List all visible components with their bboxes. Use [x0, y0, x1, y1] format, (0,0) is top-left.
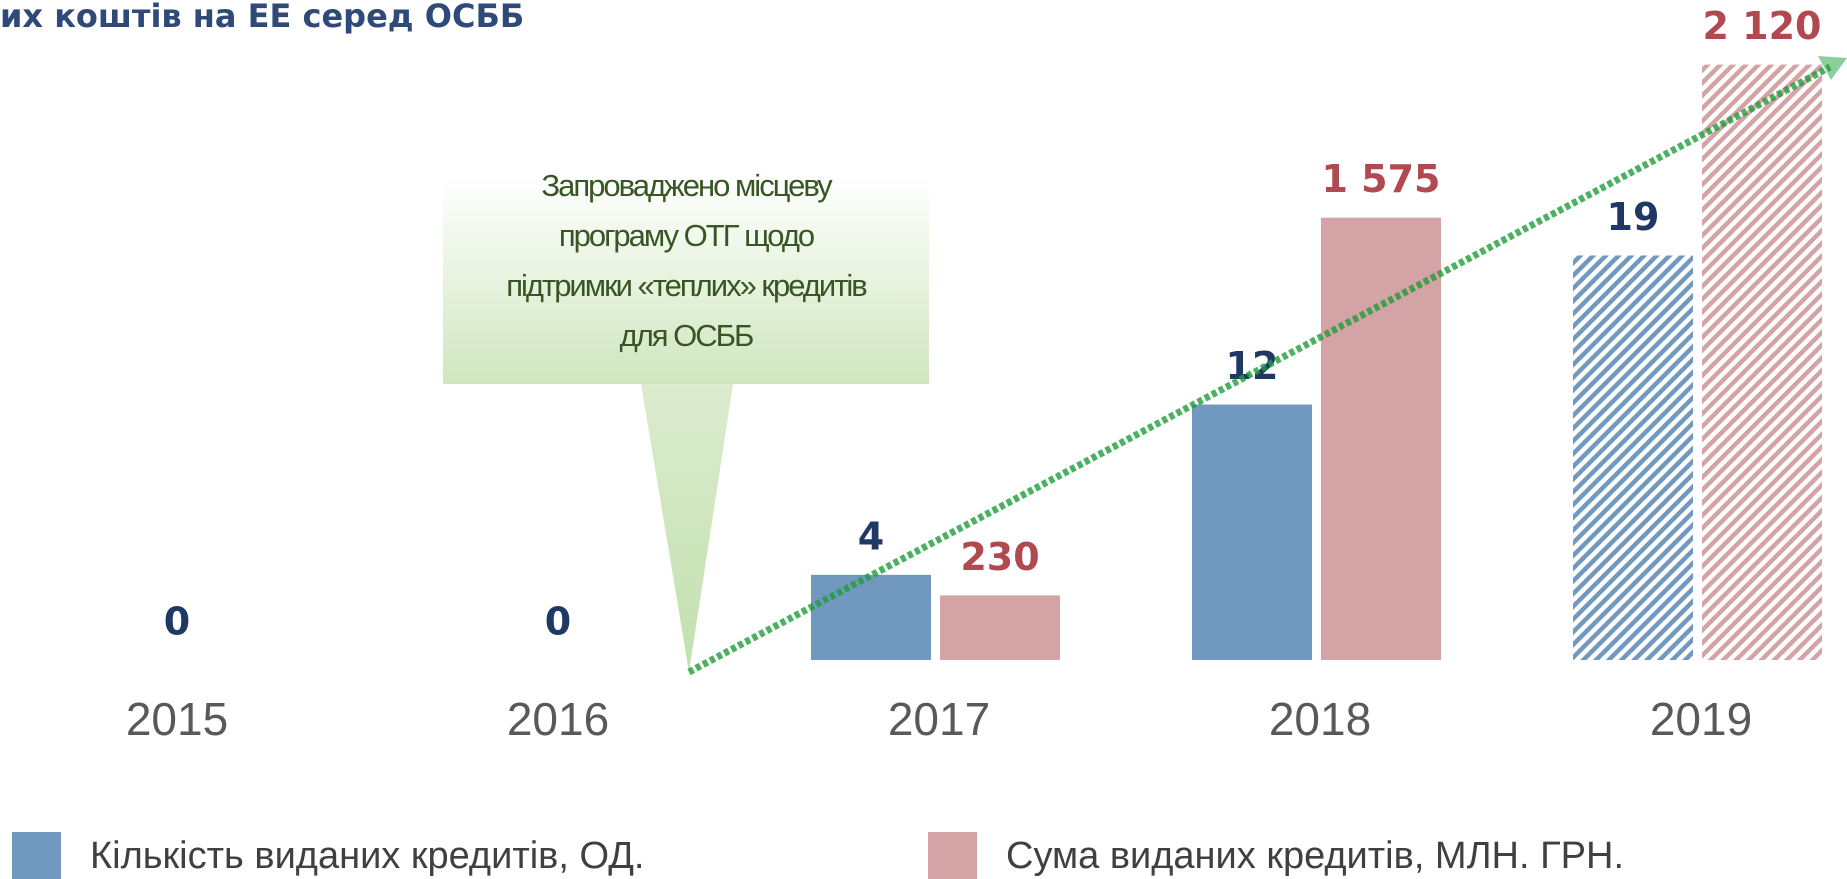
legend-label: Сума виданих кредитів, МЛН. ГРН. [1006, 835, 1624, 877]
data-label: 4 [858, 514, 884, 558]
legend-label: Кількість виданих кредитів, ОД. [90, 835, 645, 877]
annotation-text: Запроваджено місцеву [541, 168, 833, 203]
legend-swatch [12, 832, 61, 879]
x-tick-label: 2015 [126, 693, 228, 745]
bar [1321, 217, 1441, 660]
data-label: 19 [1607, 195, 1660, 239]
bar [1702, 64, 1822, 660]
annotation-text: програму ОТГ щодо [559, 218, 814, 253]
callout-tail [641, 384, 733, 672]
annotation-callout [443, 177, 929, 672]
bar [1573, 255, 1693, 660]
trend-line [687, 63, 1832, 676]
chart-title: их коштів на ЕЕ серед ОСББ [0, 0, 524, 35]
annotation-text: підтримки «теплих» кредитів [506, 268, 867, 303]
bar [940, 595, 1060, 660]
data-label: 1 575 [1322, 157, 1441, 201]
x-tick-label: 2019 [1650, 693, 1752, 745]
bar [1192, 404, 1312, 660]
legend-swatch [928, 832, 977, 879]
data-label: 0 [164, 600, 190, 644]
bar [811, 574, 931, 660]
x-tick-label: 2016 [507, 693, 609, 745]
data-label: 0 [545, 600, 571, 644]
annotation-text: для ОСББ [620, 318, 753, 353]
callout-box [443, 177, 929, 384]
data-label: 2 120 [1703, 4, 1822, 48]
data-label: 230 [960, 535, 1039, 579]
x-tick-label: 2018 [1269, 693, 1371, 745]
trend-arrowhead [1818, 56, 1847, 80]
x-tick-label: 2017 [888, 693, 990, 745]
